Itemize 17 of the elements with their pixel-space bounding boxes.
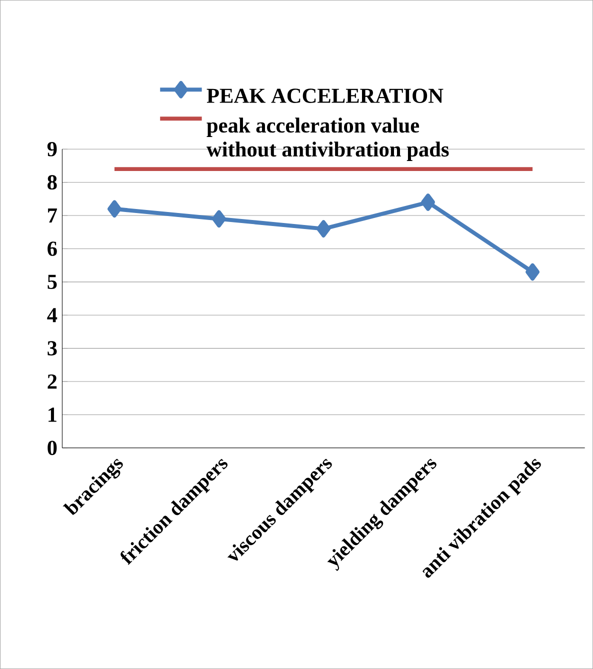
- y-tick-label: 8: [48, 175, 57, 190]
- point: [421, 194, 435, 211]
- y-tick-label: 2: [48, 374, 57, 389]
- y-tick-label: 5: [48, 274, 57, 290]
- legend-label: PEAK ACCELERATION: [206, 88, 444, 103]
- y-tick-label: 0: [48, 440, 57, 456]
- y-tick-label: 6: [48, 242, 57, 256]
- y-tick-label: 1: [48, 408, 56, 422]
- point: [212, 210, 226, 228]
- point: [316, 220, 330, 238]
- y-tick-label: 4: [47, 308, 58, 322]
- point: [526, 263, 540, 281]
- legend-label: peak acceleration value without antivibration pads: [206, 118, 449, 161]
- point: [107, 200, 122, 218]
- y-tick-label: 7: [48, 208, 57, 223]
- y-tick-label: 3: [48, 341, 57, 356]
- y-tick-label: 9: [47, 142, 57, 156]
